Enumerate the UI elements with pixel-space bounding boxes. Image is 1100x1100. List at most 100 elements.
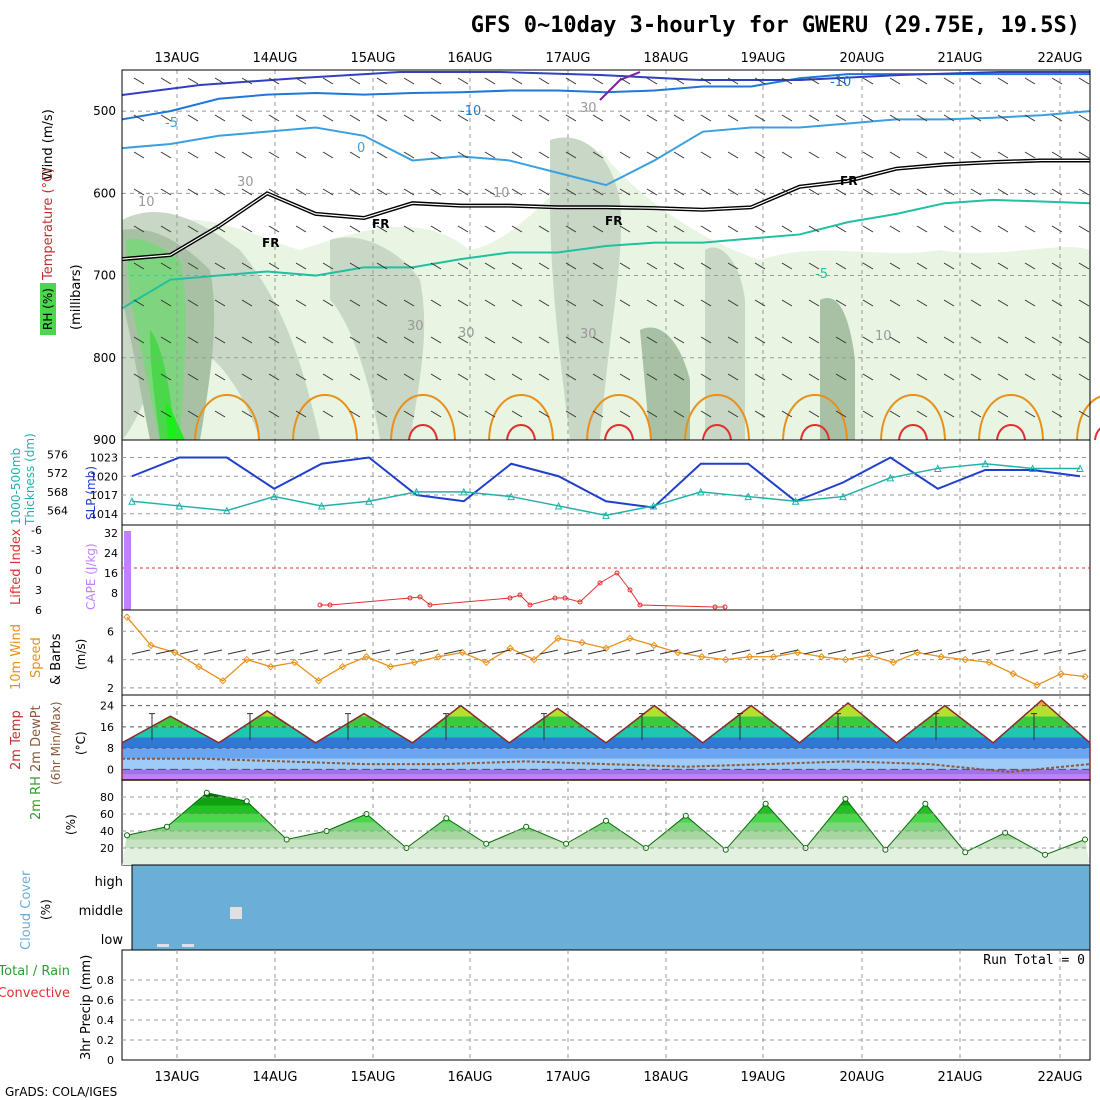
bottom-date-label: 19AUG (740, 1070, 785, 1085)
wind-barb (241, 373, 253, 381)
freezing-level-inner (121, 159, 1090, 260)
wind-barb (322, 225, 334, 233)
wind-barb (133, 299, 145, 307)
li-tick: -3 (31, 544, 42, 557)
hot-contour (1094, 427, 1100, 441)
wind-barb (511, 373, 523, 381)
rh-shading (122, 137, 1090, 440)
li-tick: -6 (31, 524, 42, 537)
wind-barb (565, 114, 577, 122)
rh-point (962, 849, 969, 856)
wind-barb (673, 262, 685, 270)
rh-point (1082, 836, 1088, 843)
li-tick: 6 (35, 604, 42, 617)
hot-contour (506, 424, 536, 441)
wind-barb (835, 336, 847, 344)
wind-barb (484, 151, 496, 159)
wind-barb (646, 188, 658, 196)
wind-barb (538, 299, 550, 307)
rh-band (122, 831, 1090, 840)
rh-band (705, 247, 745, 440)
wind-barb (241, 336, 253, 344)
wind-barb (889, 114, 901, 122)
wind-barb (943, 299, 955, 307)
slp-tick: 1014 (90, 508, 118, 521)
rh-band (122, 805, 1090, 814)
wind-barb (268, 262, 280, 270)
wind-barb (565, 225, 577, 233)
wind-barb (403, 151, 415, 159)
wind-barb (187, 336, 199, 344)
warm-contour (782, 394, 848, 441)
wind-barb (916, 151, 928, 159)
wind-barb (457, 373, 469, 381)
wind-barb (727, 262, 739, 270)
wind-barb (646, 114, 658, 122)
wind-barb (295, 299, 307, 307)
wind-barb (187, 225, 199, 233)
wind-barb (295, 225, 307, 233)
wind-barb (1078, 299, 1090, 307)
wind-barb (862, 410, 874, 418)
wind-barb (646, 410, 658, 418)
wind-barb (241, 410, 253, 418)
wind-barb (323, 649, 343, 655)
wind-barb (889, 410, 901, 418)
rh-tick: 40 (100, 825, 114, 838)
wind-speed-point (338, 662, 347, 671)
wind-barb (889, 225, 901, 233)
wind-barb (727, 410, 739, 418)
slp-ylabel: SLP (mb) (84, 466, 98, 520)
wind-barb (565, 410, 577, 418)
hot-contour (800, 424, 830, 441)
wind-barb (565, 262, 577, 270)
wind-barb (727, 225, 739, 233)
wind-barb (299, 649, 319, 655)
wind-barb (862, 77, 874, 85)
wind-barb (700, 77, 712, 85)
rh-point (283, 836, 290, 843)
rh-band (165, 400, 185, 440)
cape-tick: 24 (104, 547, 118, 560)
contour-label: 10 (138, 195, 155, 210)
wind-speed-point (769, 653, 778, 661)
wind-barb (727, 188, 739, 196)
wind-speed-point (290, 658, 299, 667)
wind-barb (1051, 151, 1063, 159)
rh-tick: 60 (100, 808, 114, 821)
wind-barb (565, 188, 577, 196)
wind-speed-point (434, 653, 443, 661)
wind-barb (862, 151, 874, 159)
wind-barb (1024, 336, 1036, 344)
precip-tick: 0.6 (97, 994, 115, 1007)
wind-barb (268, 336, 280, 344)
wind-barb (457, 410, 469, 418)
cape-tick: 8 (111, 587, 118, 600)
wind-barb (592, 151, 604, 159)
wind-speed-point (865, 651, 874, 660)
wind-barb (241, 262, 253, 270)
wind-barb (1051, 225, 1063, 233)
wind-barb (835, 299, 847, 307)
wind-barb (592, 77, 604, 85)
wind-barb (997, 373, 1009, 381)
wind-barb (430, 77, 442, 85)
wind-barb (1051, 410, 1063, 418)
wind-barb (700, 188, 712, 196)
wind-barb (268, 151, 280, 159)
lifted-index-point (517, 592, 523, 598)
top-date-label: 13AUG (154, 51, 199, 66)
wind-barb (214, 188, 226, 196)
wind-barb (916, 188, 928, 196)
wind-barb (835, 262, 847, 270)
wind-barb (781, 410, 793, 418)
temp-tick: 8 (107, 742, 114, 755)
wind-barb (943, 151, 955, 159)
wind-speed-point (195, 662, 203, 671)
contour-label: 30 (407, 319, 424, 334)
lifted-index-point (317, 602, 323, 608)
thickness-point (554, 501, 563, 510)
wind-barb (349, 410, 361, 418)
wind-barb (1078, 373, 1090, 381)
wind-barb (862, 262, 874, 270)
